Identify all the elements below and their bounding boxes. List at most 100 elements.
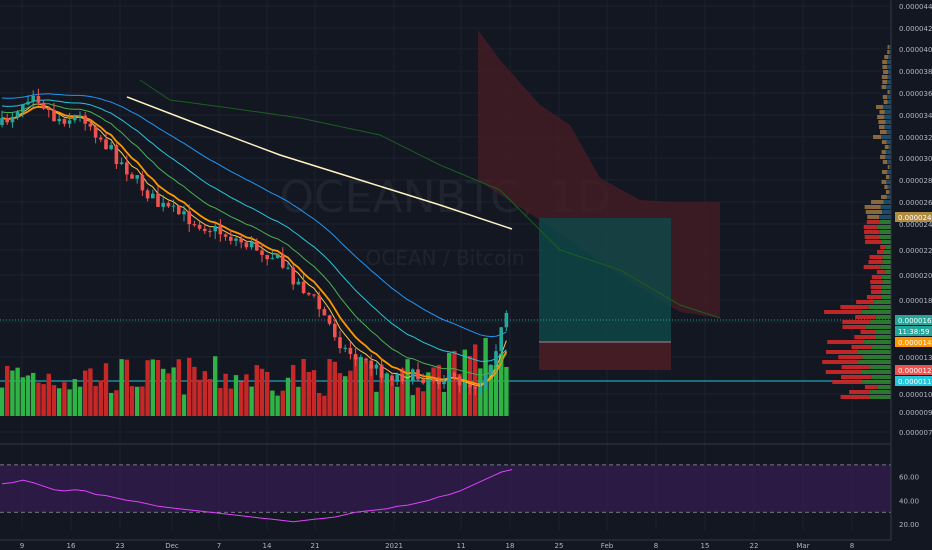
volume-profile-bar-buy bbox=[870, 365, 891, 369]
volume-bar bbox=[124, 359, 129, 416]
candle-body bbox=[317, 295, 321, 310]
volume-bar bbox=[452, 350, 457, 416]
x-tick-label: 23 bbox=[116, 542, 125, 550]
candle-body bbox=[145, 190, 150, 199]
volume-profile-bar-sell bbox=[883, 100, 888, 104]
volume-bar bbox=[5, 365, 10, 416]
volume-bar bbox=[353, 356, 358, 416]
volume-bar bbox=[145, 360, 150, 416]
x-tick-label: 2021 bbox=[385, 542, 403, 550]
candle-body bbox=[426, 378, 431, 384]
volume-profile-bar-sell bbox=[887, 50, 890, 54]
rsi-tick-label: 20.00 bbox=[899, 521, 919, 529]
volume-profile-bar-sell bbox=[887, 90, 890, 94]
candle-body bbox=[239, 238, 243, 243]
candle-body bbox=[31, 95, 35, 102]
volume-profile-bar-sell bbox=[860, 330, 875, 334]
candle-body bbox=[312, 294, 316, 296]
volume-bar bbox=[202, 371, 207, 416]
candle-body bbox=[119, 162, 124, 164]
volume-profile-bar-sell bbox=[822, 360, 859, 364]
price-badge-label: 0.00002484 bbox=[898, 214, 932, 222]
watermark-description: OCEAN / Bitcoin bbox=[365, 246, 524, 270]
candle-body bbox=[93, 126, 98, 138]
rsi-tick-label: 60.00 bbox=[899, 474, 919, 482]
volume-profile-bar-buy bbox=[887, 160, 891, 164]
volume-profile-bar-buy bbox=[889, 90, 891, 94]
volume-bar bbox=[389, 378, 395, 416]
volume-bar bbox=[197, 379, 202, 416]
volume-bar bbox=[249, 386, 254, 416]
volume-bar bbox=[291, 365, 296, 416]
volume-bar bbox=[311, 370, 317, 416]
candle-body bbox=[213, 226, 217, 232]
volume-profile-bar-buy bbox=[862, 380, 891, 384]
candle-body bbox=[255, 241, 259, 251]
candle-body bbox=[338, 337, 342, 349]
volume-profile-bar-sell bbox=[881, 195, 887, 199]
volume-bar bbox=[88, 368, 93, 416]
volume-bar bbox=[150, 359, 155, 416]
volume-profile-bar-buy bbox=[886, 140, 891, 144]
volume-bar bbox=[171, 367, 176, 416]
volume-profile-bar-sell bbox=[881, 150, 886, 154]
volume-profile-bar-sell bbox=[864, 235, 879, 239]
volume-profile-bar-buy bbox=[887, 80, 891, 84]
volume-profile-bar-buy bbox=[887, 170, 891, 174]
volume-profile-bar-buy bbox=[884, 125, 891, 129]
volume-profile-bar-sell bbox=[871, 275, 882, 279]
volume-profile-bar-sell bbox=[869, 255, 883, 259]
volume-bar bbox=[259, 368, 265, 416]
x-tick-label: 14 bbox=[263, 542, 272, 550]
volume-profile-bar-sell bbox=[887, 45, 890, 49]
candle-body bbox=[41, 102, 46, 109]
candle-body bbox=[47, 108, 51, 110]
volume-profile-bar-buy bbox=[881, 240, 891, 244]
candle-body bbox=[177, 205, 181, 215]
candle-body bbox=[327, 315, 332, 324]
volume-profile-bar-sell bbox=[865, 210, 883, 214]
candle-body bbox=[275, 254, 280, 259]
price-badge-label: 0.00001472 bbox=[898, 339, 932, 347]
volume-profile-bar-buy bbox=[883, 200, 891, 204]
volume-bar bbox=[83, 370, 88, 416]
price-badge-label: 0.00001637 bbox=[898, 317, 932, 325]
volume-profile-bar-buy bbox=[869, 395, 891, 399]
volume-profile-bar-sell bbox=[883, 70, 889, 74]
volume-profile-bar-buy bbox=[875, 335, 891, 339]
volume-bar bbox=[405, 359, 410, 416]
price-badge bbox=[895, 212, 932, 222]
volume-bar bbox=[129, 386, 135, 416]
candle-body bbox=[353, 354, 358, 360]
volume-bar bbox=[15, 367, 20, 416]
candle-body bbox=[67, 120, 72, 124]
volume-bar bbox=[337, 373, 343, 416]
forecast-loss-zone bbox=[539, 342, 671, 370]
volume-profile-bar-sell bbox=[887, 165, 890, 169]
y-tick-label: 0.00003400 bbox=[899, 112, 932, 120]
x-tick-label: 9 bbox=[20, 542, 24, 550]
volume-profile-bar-buy bbox=[875, 315, 891, 319]
volume-profile-bar-sell bbox=[879, 110, 885, 114]
volume-profile-bar-buy bbox=[887, 100, 891, 104]
volume-bar bbox=[176, 359, 181, 416]
candle-body bbox=[489, 364, 493, 375]
candle-body bbox=[260, 250, 264, 256]
volume-profile-bar-sell bbox=[881, 140, 887, 144]
volume-bar bbox=[223, 373, 228, 416]
volume-profile-bar-sell bbox=[832, 380, 863, 384]
volume-profile-bar-buy bbox=[872, 345, 891, 349]
volume-profile-bar-sell bbox=[866, 220, 880, 224]
x-tick-label: Mar bbox=[796, 542, 809, 550]
volume-profile-bar-buy bbox=[861, 370, 891, 374]
candle-body bbox=[244, 242, 249, 248]
candle-body bbox=[197, 224, 202, 229]
volume-profile-bar-buy bbox=[879, 220, 891, 224]
volume-bar bbox=[114, 390, 119, 416]
volume-profile-bar-sell bbox=[878, 125, 885, 129]
volume-profile-bar-buy bbox=[887, 95, 891, 99]
volume-profile-bar-buy bbox=[877, 385, 891, 389]
candle-body bbox=[208, 231, 212, 233]
